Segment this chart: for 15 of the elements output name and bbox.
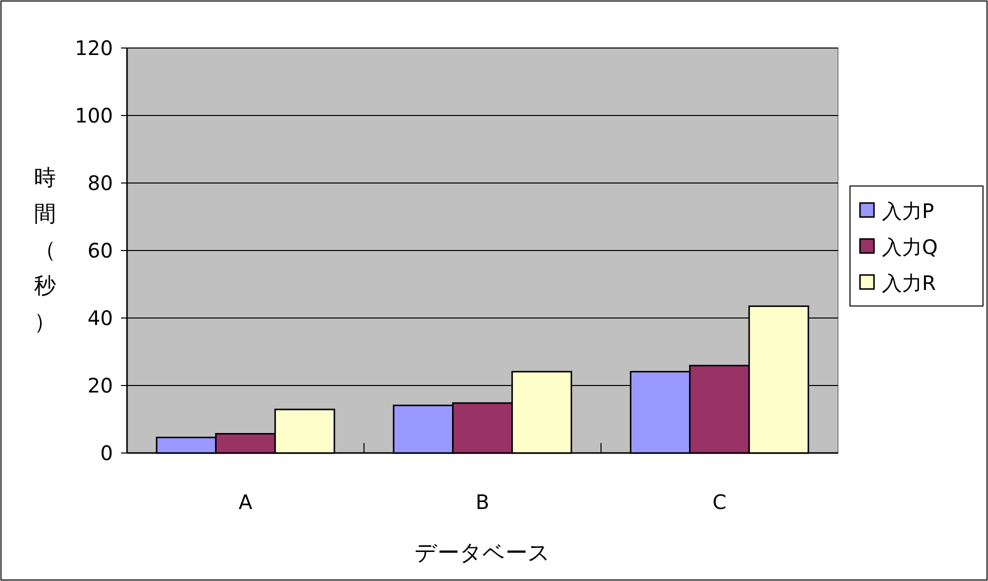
legend-label: 入力Q	[882, 235, 938, 259]
y-tick-label: 20	[88, 374, 113, 398]
y-axis-title: 時間（秒）	[34, 166, 56, 335]
y-tick-label: 40	[88, 306, 113, 330]
legend-label: 入力P	[882, 199, 934, 223]
y-tick-label: 0	[100, 441, 113, 465]
legend-label: 入力R	[882, 271, 936, 295]
x-axis-title: データベース	[414, 541, 550, 566]
y-tick-label: 100	[74, 104, 113, 128]
y-tick-label: 80	[88, 171, 113, 195]
y-tick-label: 120	[74, 36, 113, 60]
x-tick-label: C	[712, 490, 726, 514]
x-tick-label: A	[238, 490, 253, 514]
y-tick-label: 60	[88, 238, 113, 262]
x-tick-label: B	[476, 490, 490, 514]
